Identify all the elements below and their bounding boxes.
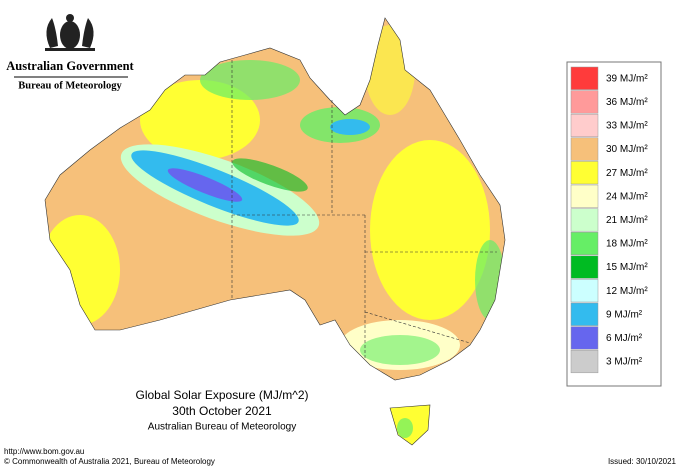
map-date: 30th October 2021 <box>172 404 272 418</box>
coat-of-arms <box>45 14 95 51</box>
copyright: © Commonwealth of Australia 2021, Bureau… <box>4 457 215 466</box>
legend-label: 27 MJ/m² <box>606 168 648 179</box>
legend-label: 24 MJ/m² <box>606 191 648 202</box>
legend-label: 18 MJ/m² <box>606 239 648 250</box>
issued: Issued: 30/10/2021 <box>608 457 677 466</box>
legend-label: 33 MJ/m² <box>606 121 648 132</box>
state-borders <box>231 60 497 360</box>
map-source: Australian Bureau of Meteorology <box>148 422 296 433</box>
legend-swatch <box>570 349 599 374</box>
tasmania-west <box>397 418 413 438</box>
legend-swatch <box>570 302 599 326</box>
url: http://www.bom.gov.au <box>4 447 84 456</box>
legend-label: 36 MJ/m² <box>606 97 648 108</box>
legend-swatch <box>570 90 599 114</box>
legend-label: 12 MJ/m² <box>606 286 648 297</box>
legend-label: 21 MJ/m² <box>606 215 648 226</box>
legend-swatch <box>570 161 599 185</box>
map-title: Global Solar Exposure (MJ/m^2) <box>135 388 308 402</box>
government-name: Australian Government <box>6 59 134 73</box>
coastline <box>44 17 506 381</box>
legend-swatch <box>570 208 599 232</box>
legend-label: 30 MJ/m² <box>606 144 648 155</box>
legend-swatch <box>570 231 599 256</box>
legend-label: 15 MJ/m² <box>606 262 648 273</box>
legend-swatch <box>570 137 599 161</box>
legend-swatch <box>570 113 599 138</box>
legend-swatch <box>570 255 599 279</box>
legend-swatch <box>570 326 599 350</box>
legend-label: 39 MJ/m² <box>606 73 648 84</box>
legend-swatch <box>570 66 599 90</box>
legend-swatch <box>570 184 599 208</box>
bureau-name: Bureau of Meteorology <box>18 80 122 91</box>
legend-label: 3 MJ/m² <box>606 357 643 368</box>
legend-label: 6 MJ/m² <box>606 333 643 344</box>
legend-swatch <box>570 279 599 303</box>
legend-label: 9 MJ/m² <box>606 309 643 320</box>
legend: 39 MJ/m² 36 MJ/m² 33 MJ/m² 30 MJ/m² 27 MJ/m²… <box>570 66 648 374</box>
